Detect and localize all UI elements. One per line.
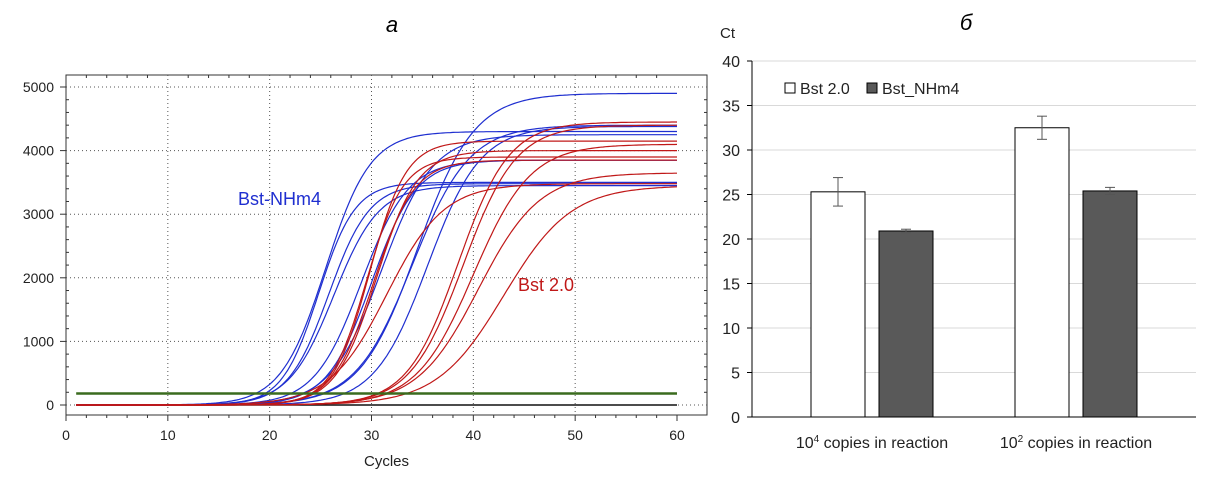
- legend-swatch-bst20: [784, 82, 796, 94]
- y-tick-label: 10: [722, 321, 740, 338]
- legend-swatch-bstnhm4: [866, 82, 878, 94]
- curve-bst20: [76, 156, 677, 406]
- x-tick-label: 40: [466, 427, 482, 443]
- y-tick-label: 0: [731, 410, 740, 427]
- x-tick-label: 30: [364, 427, 380, 443]
- category-rest: copies in reaction: [1023, 435, 1152, 452]
- y-tick-label: 1000: [23, 333, 54, 349]
- category-exponent: 4: [814, 434, 820, 445]
- bar-bst20: [1014, 127, 1070, 418]
- x-tick-label: 0: [62, 427, 70, 443]
- bar-bst20: [810, 191, 866, 418]
- y-tick-label: 15: [722, 277, 740, 294]
- y-axis-label-ct: Ct: [720, 25, 736, 42]
- y-tick-label: 3000: [23, 206, 54, 222]
- x-tick-label: 60: [669, 427, 685, 443]
- curve-bst20: [76, 124, 678, 406]
- curve-bstnhm4: [76, 183, 677, 406]
- y-tick-label: 5000: [23, 79, 54, 95]
- curve-bst20: [76, 183, 677, 406]
- category-label: 102 copies in reaction: [1000, 434, 1152, 452]
- y-tick-label: 2000: [23, 270, 54, 286]
- category-exponent: 2: [1018, 434, 1024, 445]
- y-tick-label: 40: [722, 54, 740, 71]
- category-base: 10: [796, 435, 814, 452]
- curve-bst20: [76, 121, 677, 406]
- y-tick-label: 0: [46, 397, 54, 413]
- y-tick-label: 30: [722, 143, 740, 160]
- category-label: 104 copies in reaction: [796, 434, 948, 452]
- category-rest: copies in reaction: [819, 435, 948, 452]
- bar-bstnhm4: [878, 230, 934, 418]
- y-tick-label: 20: [722, 232, 740, 249]
- category-base: 10: [1000, 435, 1018, 452]
- y-tick-label: 5: [731, 366, 740, 383]
- x-tick-label: 50: [567, 427, 583, 443]
- curve-bstnhm4: [76, 125, 677, 406]
- plot-frame-a: [65, 74, 708, 416]
- panel-label-b: б: [960, 10, 974, 35]
- legend-label: Bst 2.0: [800, 81, 850, 98]
- curve-bstnhm4: [76, 181, 677, 406]
- y-tick-label: 25: [722, 188, 740, 205]
- bar-bstnhm4: [1082, 190, 1138, 418]
- curve-bst20: [76, 186, 678, 406]
- x-axis-label: Cycles: [364, 453, 409, 470]
- legend-label: Bst_NHm4: [882, 81, 959, 98]
- y-tick-label: 35: [722, 99, 740, 116]
- x-tick-label: 10: [160, 427, 176, 443]
- y-tick-label: 4000: [23, 143, 54, 159]
- series-label-bst20: Bst 2.0: [518, 275, 574, 295]
- x-tick-label: 20: [262, 427, 278, 443]
- curve-bstnhm4: [76, 124, 677, 406]
- series-label-bstnhm4: Bst-NHm4: [238, 189, 321, 209]
- panel-label-a: а: [386, 12, 398, 37]
- curve-bstnhm4: [76, 185, 677, 406]
